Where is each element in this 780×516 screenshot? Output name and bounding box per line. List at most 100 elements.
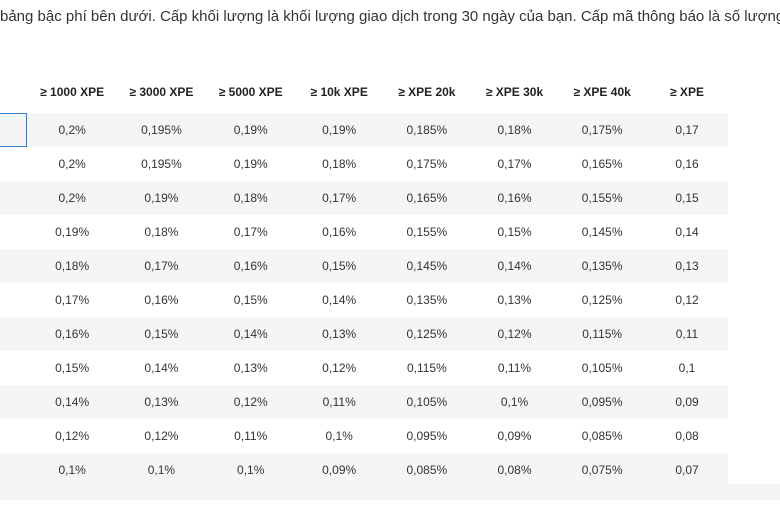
fee-cell: 0,09	[645, 385, 728, 419]
fee-cell: %	[0, 215, 27, 249]
fee-cell: 0,175%	[558, 113, 646, 147]
fee-cell: 0,12%	[206, 385, 296, 419]
fee-cell: 0,155%	[558, 181, 646, 215]
fee-cell: 0,09%	[295, 453, 384, 487]
fee-cell: 0,195%	[116, 113, 207, 147]
fee-cell: 0,135%	[406, 293, 448, 307]
fee-cell: 0,18%	[27, 249, 117, 283]
table-row: 2%0,2%0,195%0,19%0,19%0,185%0,18%0,175%0…	[0, 113, 728, 147]
fee-cell: 0,115%	[406, 361, 447, 375]
fee-cell: 0,18%	[470, 113, 559, 147]
fee-cell: 0,11%	[295, 385, 384, 419]
fee-cell: 0,075%	[558, 453, 646, 487]
fee-cell: 0,145%	[383, 249, 471, 283]
fee-cell: 0,095%	[406, 429, 448, 443]
fee-cell: 0,15%	[497, 225, 532, 239]
fee-cell: 0,145%	[581, 225, 623, 239]
fee-cell: 0,085%	[581, 429, 623, 443]
column-header: ≥ 5000 XPE	[218, 84, 283, 99]
column-header: ≥ XPE 30k	[485, 84, 544, 99]
fee-cell: 0,16%	[206, 249, 296, 283]
intro-text: bảng bậc phí bên dưới. Cấp khối lượng là…	[0, 8, 780, 25]
fee-cell: 0,14%	[27, 385, 117, 419]
fee-cell: 0,15	[645, 181, 728, 215]
table-row: 2% 0,12% 0,12% 0,11% 0,1% 0,095% 0,09% 0,085% 0,…	[0, 419, 728, 453]
fee-cell: 0,125%	[581, 293, 623, 307]
fee-cell: 0,18%	[322, 157, 357, 171]
fee-cell: 0,135%	[558, 249, 646, 283]
fee-cell: 0,15%	[116, 317, 207, 351]
fee-cell: 0,16	[675, 157, 699, 171]
fee-cell: 0,14%	[206, 317, 296, 351]
fee-cell: 0,14%	[470, 249, 559, 283]
fee-cell: 0,13%	[295, 317, 384, 351]
fee-cell: 0,16%	[470, 181, 559, 215]
table-row: 7%0,16%0,15%0,14%0,13%0,125%0,12%0,115%0…	[0, 317, 728, 351]
column-header: ≥ XPE	[670, 84, 704, 99]
column-header: XPE	[0, 70, 27, 113]
fee-cell: 0,17	[645, 113, 728, 147]
fee-cell: 0,07	[645, 453, 728, 487]
table-row: 4%0,14%0,13%0,12%0,11%0,105%0,1%0,095%0,…	[0, 385, 728, 419]
header-row: XPE ≥ 1000 XPE ≥ 3000 XPE ≥ 5000 XPE ≥ 10k X…	[0, 70, 728, 113]
fee-cell: 0,08	[675, 429, 699, 443]
fee-cell: 0,095%	[558, 385, 646, 419]
fee-cell: 0,13	[645, 249, 728, 283]
table-row: 8% 0,17% 0,16% 0,15% 0,14% 0,135% 0,13% 0,125% 0…	[0, 283, 728, 317]
column-header: ≥ 3000 XPE	[129, 84, 194, 99]
fee-cell: 0,11%	[234, 429, 268, 443]
fee-cell: 0,09%	[497, 429, 532, 443]
table-row: % 0,2% 0,195% 0,19% 0,18% 0,175% 0,17% 0,165% 0,…	[0, 147, 728, 181]
fee-cell: 0,14%	[322, 293, 357, 307]
fee-cell: 0,12%	[470, 317, 559, 351]
fee-cell: 0,105%	[581, 361, 623, 375]
fee-cell: 0,19%	[55, 225, 90, 239]
fee-cell: 0,1%	[470, 385, 559, 419]
fee-cell: 0,165%	[383, 181, 471, 215]
fee-cell: 0,13%	[497, 293, 532, 307]
column-header: ≥ XPE 40k	[573, 84, 631, 99]
table-row: 6% 0,15% 0,14% 0,13% 0,12% 0,115% 0,11% 0,105% 0…	[0, 351, 728, 385]
fee-cell: 0,2%	[27, 113, 117, 147]
fee-cell: 0,1	[678, 361, 696, 375]
column-header: ≥ XPE 20k	[398, 84, 456, 99]
fee-cell: 0,17%	[497, 157, 532, 171]
fee-cell: 6%	[0, 351, 27, 385]
fee-cell: 4%	[0, 385, 28, 419]
fee-cell: 2%	[0, 419, 27, 453]
fee-table: XPE ≥ 1000 XPE ≥ 3000 XPE ≥ 5000 XPE ≥ 10k X…	[0, 70, 728, 487]
fee-cell: 0,16%	[27, 317, 117, 351]
fee-cell: 0,12%	[144, 429, 179, 443]
fee-cell: 0,18%	[144, 225, 179, 239]
fee-cell: 0,125%	[383, 317, 471, 351]
table-row: 9%0,18%0,17%0,16%0,15%0,145%0,14%0,135%0…	[0, 249, 728, 283]
fee-cell: 0,16%	[144, 293, 179, 307]
table-row: % 0,19% 0,18% 0,17% 0,16% 0,155% 0,15% 0,145% 0,…	[0, 215, 728, 249]
fee-cell: 0,15%	[233, 293, 268, 307]
fee-cell: 0,13%	[116, 385, 207, 419]
fee-cell: 0,19%	[295, 113, 384, 147]
fee-cell: 0,105%	[383, 385, 471, 419]
fee-cell: %	[0, 453, 28, 487]
fee-cell: 0,15%	[295, 249, 384, 283]
fee-cell: 0,1%	[27, 453, 117, 487]
fee-cell: 0,19%	[116, 181, 207, 215]
fee-cell: 0,12	[675, 293, 699, 307]
fee-cell: %	[0, 181, 28, 215]
fee-cell: 0,19%	[233, 157, 268, 171]
fee-cell: %	[0, 147, 27, 181]
fee-cell: 0,12%	[55, 429, 90, 443]
fee-cell: 9%	[0, 249, 28, 283]
fee-cell: 7%	[0, 317, 28, 351]
footer-band	[0, 484, 780, 500]
column-header: ≥ 1000 XPE	[40, 84, 105, 99]
fee-cell: 0,165%	[581, 157, 623, 171]
fee-cell: 0,185%	[383, 113, 471, 147]
fee-cell: 0,18%	[206, 181, 296, 215]
fee-cell: 0,08%	[470, 453, 559, 487]
fee-cell: 0,11	[645, 317, 728, 351]
fee-cell: 0,17%	[295, 181, 384, 215]
selected-cell: 2%	[0, 113, 28, 147]
